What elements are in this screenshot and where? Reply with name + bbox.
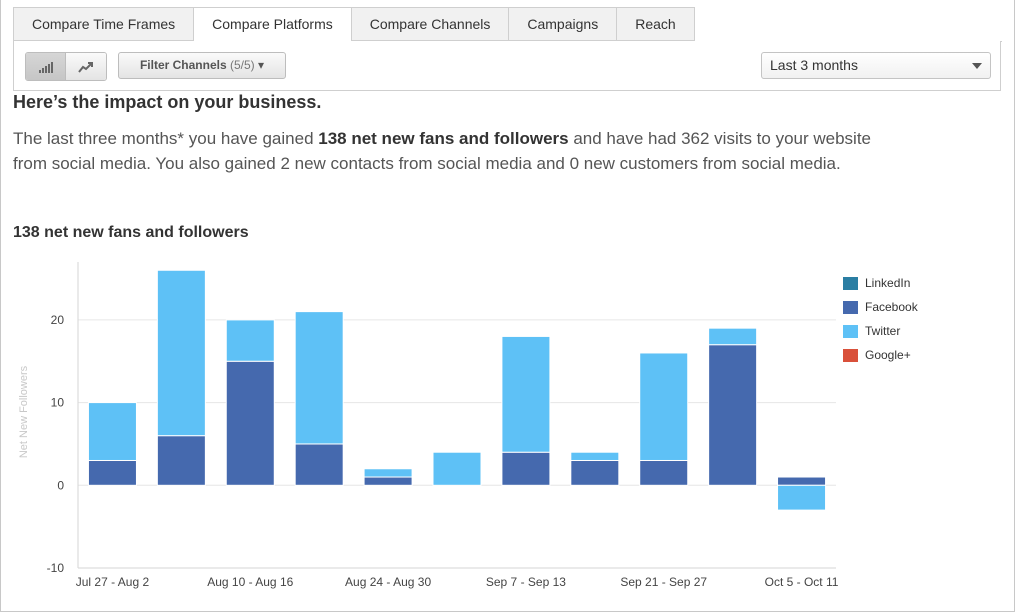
bar-facebook-4 <box>363 476 413 486</box>
tab-campaigns[interactable]: Campaigns <box>508 7 618 41</box>
summary-text-end: and have had 362 visits to your website … <box>13 129 871 173</box>
bar-chart-view-button[interactable] <box>26 53 66 80</box>
x-tick-label: Sep 21 - Sep 27 <box>620 575 707 589</box>
bar-facebook-10 <box>777 476 827 486</box>
y-tick-label: 10 <box>51 396 65 410</box>
summary-highlight: 138 net new fans and followers <box>318 129 569 148</box>
view-toggle <box>25 52 107 81</box>
filter-channels-label: Filter Channels <box>139 58 227 72</box>
bar-facebook-2 <box>225 360 275 486</box>
bar-twitter-0 <box>87 402 137 461</box>
bar-twitter-8 <box>639 352 689 461</box>
legend-item-twitter[interactable]: Twitter <box>843 319 918 343</box>
y-axis-title: Net New Followers <box>18 365 30 458</box>
bar-twitter-5 <box>432 451 482 486</box>
y-tick-label: 20 <box>51 313 65 327</box>
bar-twitter-6 <box>501 335 551 453</box>
tab-compare-channels[interactable]: Compare Channels <box>350 7 510 41</box>
date-range-value: Last 3 months <box>770 57 858 73</box>
chart-legend: LinkedIn Facebook Twitter Google+ <box>843 271 918 367</box>
line-chart-view-button[interactable] <box>66 53 106 80</box>
x-tick-label: Aug 10 - Aug 16 <box>207 575 293 589</box>
legend-label: Google+ <box>865 348 911 362</box>
y-tick-label: 0 <box>57 478 64 492</box>
bar-twitter-10 <box>777 484 827 511</box>
x-tick-label: Jul 27 - Aug 2 <box>76 575 150 589</box>
toolbar: Filter Channels (5/5) ▾ Last 3 months <box>13 41 1001 91</box>
legend-label: LinkedIn <box>865 276 911 290</box>
legend-item-google[interactable]: Google+ <box>843 343 918 367</box>
bar-twitter-1 <box>156 269 206 437</box>
bar-facebook-7 <box>570 459 620 486</box>
tab-bar: Compare Time Frames Compare Platforms Co… <box>13 7 695 42</box>
chevron-down-icon: ▾ <box>258 58 265 72</box>
tab-compare-platforms[interactable]: Compare Platforms <box>193 7 352 42</box>
line-chart-icon <box>78 61 93 73</box>
filter-channels-button[interactable]: Filter Channels (5/5) ▾ <box>118 52 286 79</box>
y-tick-label: -10 <box>47 561 65 575</box>
legend-swatch <box>843 324 858 338</box>
legend-label: Twitter <box>865 324 901 338</box>
bar-facebook-8 <box>639 459 689 486</box>
legend-swatch <box>843 276 858 290</box>
bar-facebook-6 <box>501 451 551 486</box>
x-tick-label: Sep 7 - Sep 13 <box>486 575 566 589</box>
bar-facebook-1 <box>156 435 206 486</box>
legend-swatch <box>843 348 858 362</box>
date-range-select[interactable]: Last 3 months <box>761 52 991 79</box>
bar-twitter-3 <box>294 311 344 445</box>
followers-bar-chart: -10 0 10 20 Net New Followers Jul 27 - Aug 2 A… <box>18 262 839 589</box>
tab-reach[interactable]: Reach <box>616 7 695 41</box>
impact-summary: The last three months* you have gained 1… <box>13 126 893 176</box>
x-tick-label: Aug 24 - Aug 30 <box>345 575 431 589</box>
summary-text-start: The last three months* you have gained <box>13 129 319 148</box>
legend-label: Facebook <box>865 300 918 314</box>
bar-facebook-9 <box>708 344 758 486</box>
x-tick-label: Oct 5 - Oct 11 <box>765 575 839 589</box>
chart-title: 138 net new fans and followers <box>13 224 249 241</box>
bar-chart-icon <box>38 61 53 73</box>
tab-compare-time-frames[interactable]: Compare Time Frames <box>13 7 195 41</box>
bar-twitter-2 <box>225 319 275 362</box>
legend-swatch <box>843 300 858 314</box>
bar-twitter-4 <box>363 468 413 478</box>
bar-facebook-0 <box>87 459 137 486</box>
impact-heading: Here’s the impact on your business. <box>13 92 322 112</box>
bar-twitter-7 <box>570 451 620 461</box>
filter-channels-count: (5/5) <box>229 58 255 72</box>
bar-twitter-9 <box>708 327 758 346</box>
dropdown-caret-icon <box>972 63 982 69</box>
legend-item-linkedin[interactable]: LinkedIn <box>843 271 918 295</box>
legend-item-facebook[interactable]: Facebook <box>843 295 918 319</box>
bar-facebook-3 <box>294 443 344 486</box>
